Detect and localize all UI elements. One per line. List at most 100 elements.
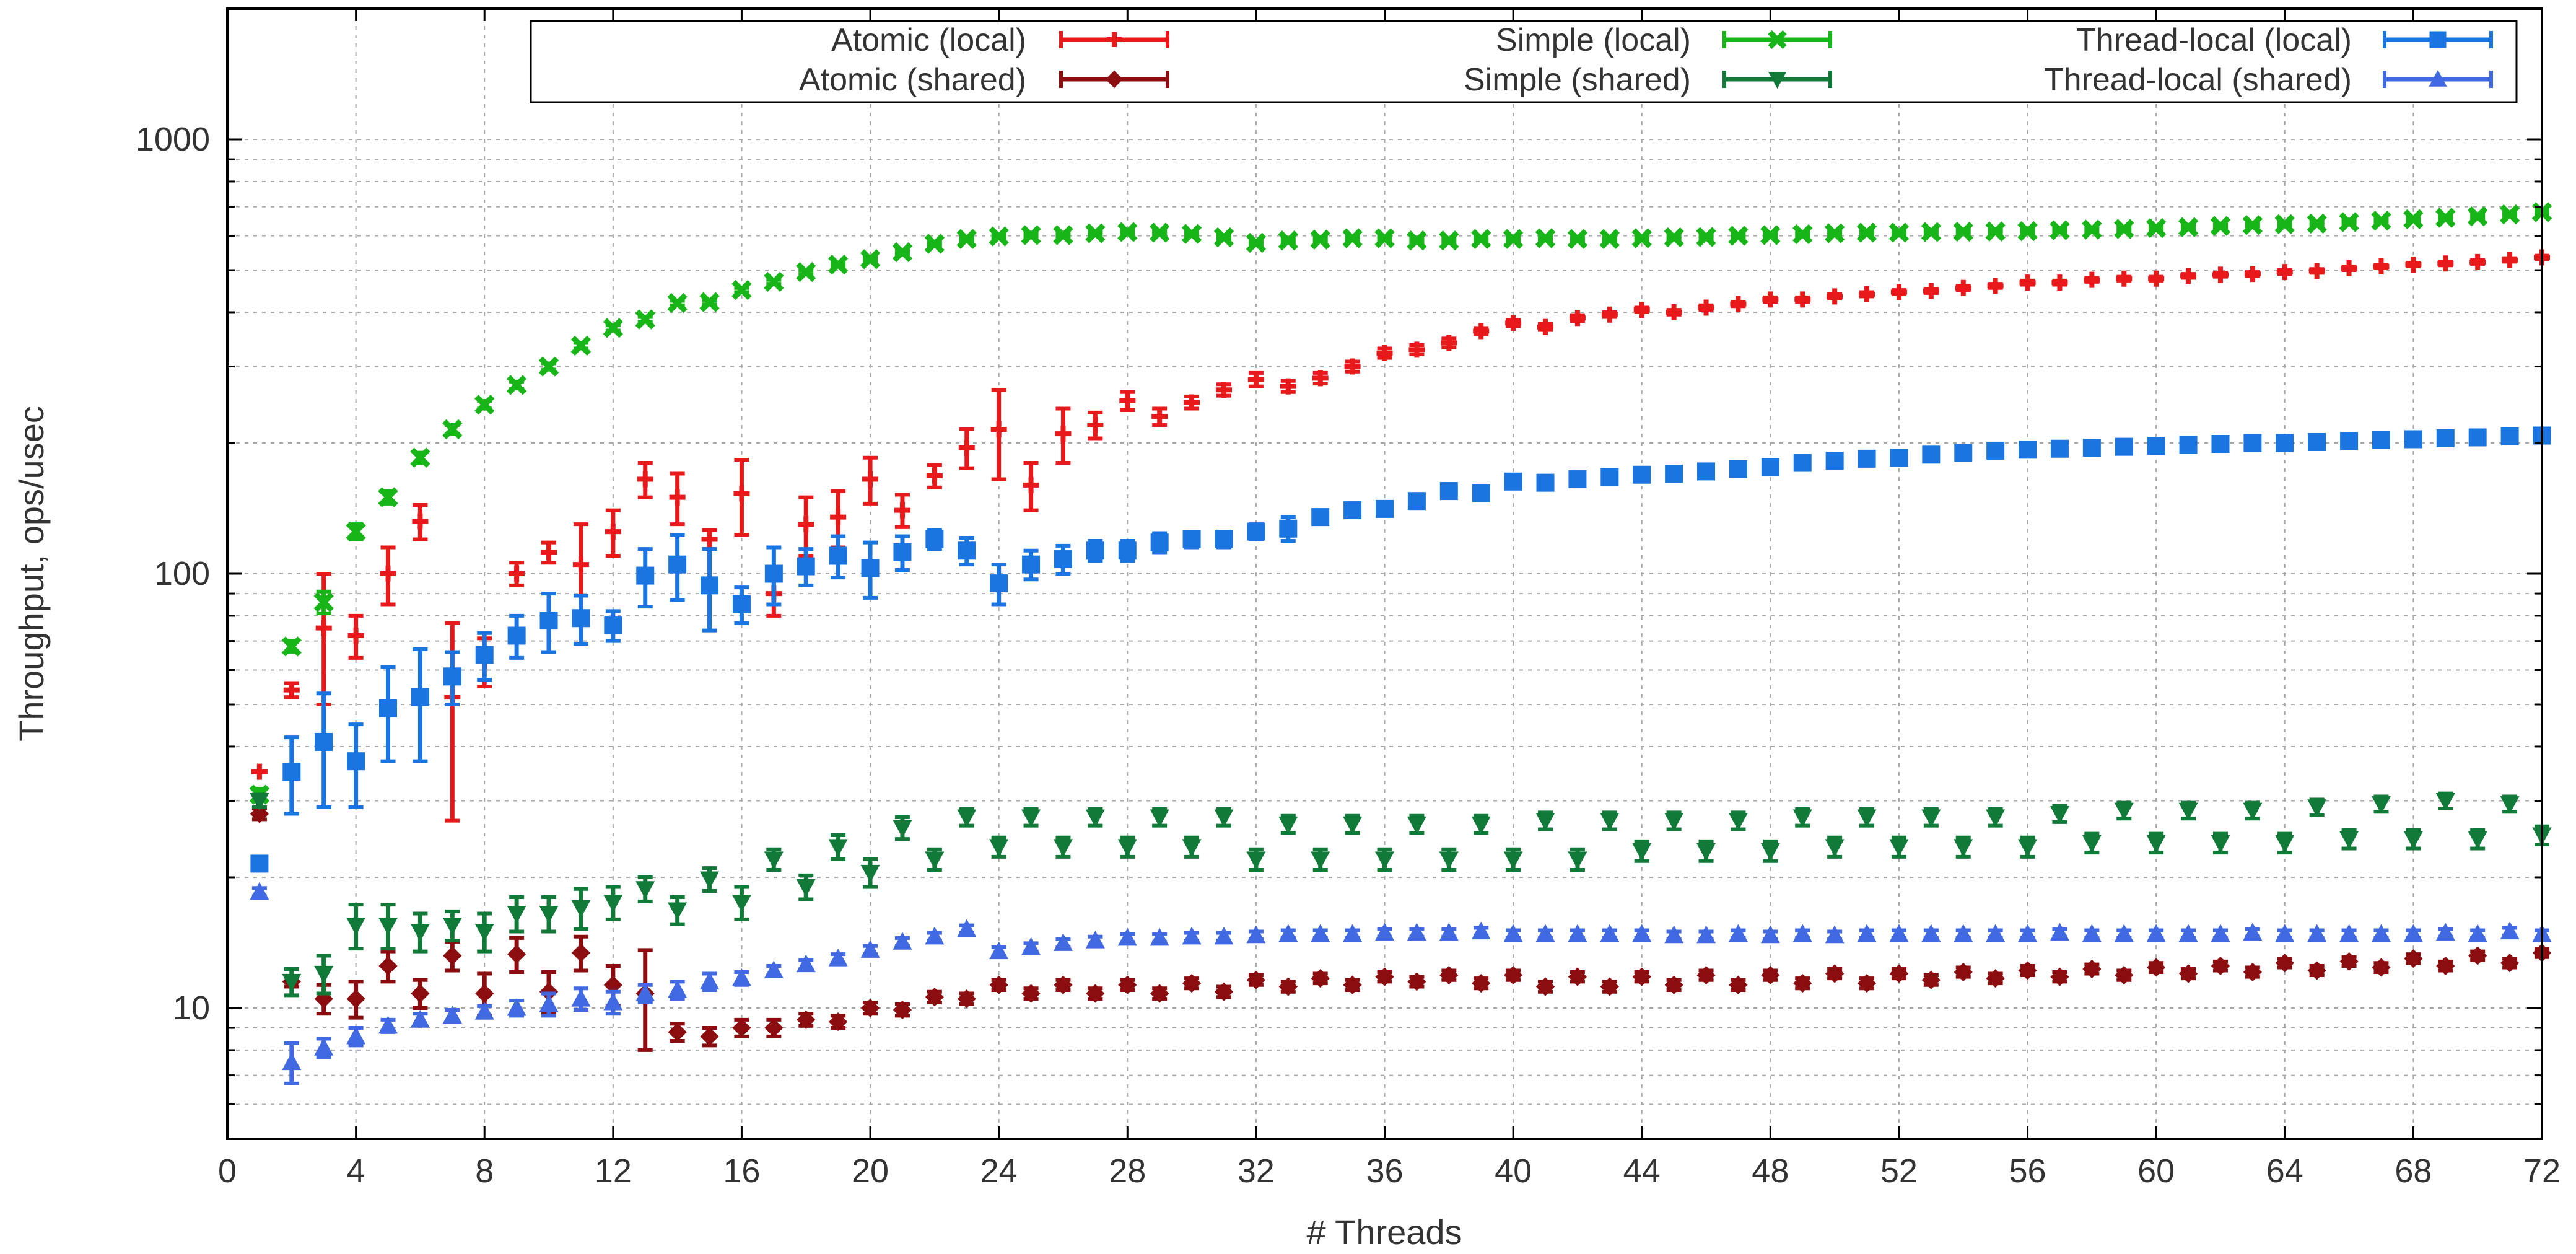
data-point [958, 439, 975, 456]
x-axis-title: # Threads [1306, 1212, 1462, 1252]
data-point [1182, 839, 1202, 857]
data-point [1344, 358, 1361, 375]
data-point [668, 555, 687, 574]
data-point [2018, 961, 2037, 980]
x-tick-label: 12 [595, 1152, 632, 1190]
data-point [1793, 973, 1812, 993]
data-point [1023, 476, 1039, 493]
data-point [894, 502, 910, 519]
data-point [1535, 977, 1555, 996]
data-point [378, 1015, 398, 1034]
x-tick-label: 68 [2395, 1152, 2432, 1190]
data-point [1825, 964, 1845, 983]
data-point [1600, 977, 1619, 996]
data-point [1505, 315, 1522, 331]
data-point [1600, 924, 1620, 942]
data-point [1504, 472, 1522, 491]
data-point [1762, 291, 1779, 308]
data-point [603, 318, 624, 338]
data-point [1986, 441, 2005, 460]
data-point [1696, 925, 1716, 944]
data-point [1021, 809, 1041, 828]
data-point [2051, 274, 2068, 291]
data-point [1439, 923, 1459, 941]
data-point [507, 626, 526, 645]
data-point [507, 905, 526, 924]
data-point [1955, 279, 1971, 296]
data-point [2500, 796, 2520, 814]
data-point [1728, 924, 1748, 942]
data-point [635, 309, 655, 330]
data-point [2403, 209, 2424, 230]
data-point [989, 226, 1009, 247]
data-point [1889, 964, 1909, 983]
data-point [860, 998, 880, 1018]
data-point [2371, 924, 2391, 942]
data-point [1087, 416, 1104, 433]
data-point [1568, 924, 1587, 942]
data-point [539, 994, 559, 1012]
data-point [1568, 851, 1587, 870]
x-tick-label: 48 [1752, 1152, 1789, 1190]
data-point [1375, 967, 1394, 986]
series-5 [250, 882, 2552, 1085]
data-point [379, 699, 398, 717]
data-point [1215, 382, 1232, 398]
data-point [893, 820, 912, 838]
legend-marker [2429, 69, 2447, 87]
data-point [1664, 975, 1683, 994]
data-point [2180, 268, 2197, 284]
data-point [1664, 925, 1684, 944]
x-tick-label: 28 [1109, 1152, 1146, 1190]
data-point [2437, 255, 2454, 272]
data-point [282, 973, 302, 992]
data-point [1471, 229, 1491, 249]
data-point [1471, 816, 1491, 835]
data-point [1665, 464, 1683, 483]
data-point [1312, 370, 1329, 387]
data-point [2307, 799, 2327, 818]
data-point [1631, 228, 1652, 248]
data-point [2211, 835, 2230, 853]
data-point [2340, 432, 2359, 450]
data-point [314, 1037, 334, 1056]
data-point [570, 335, 592, 356]
data-point [442, 1006, 462, 1024]
data-point [509, 566, 525, 582]
data-point [250, 804, 269, 823]
data-point [1664, 227, 1684, 248]
data-point [2212, 266, 2229, 283]
data-point [1085, 930, 1105, 949]
data-point [1921, 809, 1941, 828]
data-point [2341, 260, 2357, 277]
data-point [2307, 213, 2327, 234]
data-point [2178, 964, 2198, 983]
data-point [2435, 792, 2455, 811]
data-point [797, 557, 815, 576]
data-point [764, 851, 784, 870]
data-point [1182, 530, 1201, 548]
legend-label: Simple (local) [1496, 22, 1691, 58]
data-point [2244, 266, 2261, 283]
data-point [2211, 435, 2230, 454]
data-point [1568, 470, 1587, 489]
data-point [2499, 204, 2520, 225]
data-point [1407, 923, 1426, 941]
data-point [667, 292, 688, 314]
data-point [1954, 839, 1973, 857]
data-point [956, 229, 977, 249]
data-point [2339, 212, 2359, 232]
data-point [346, 989, 365, 1009]
data-point [2146, 835, 2166, 853]
data-point [1246, 970, 1266, 989]
data-point [1728, 226, 1749, 246]
data-point [1792, 224, 1813, 245]
data-point [1761, 965, 1780, 985]
data-point [925, 851, 945, 870]
data-point [989, 839, 1009, 857]
data-point [1374, 228, 1395, 248]
data-point [1503, 229, 1524, 249]
data-point [2210, 216, 2231, 236]
data-point [1439, 965, 1459, 985]
data-point [1311, 924, 1330, 942]
